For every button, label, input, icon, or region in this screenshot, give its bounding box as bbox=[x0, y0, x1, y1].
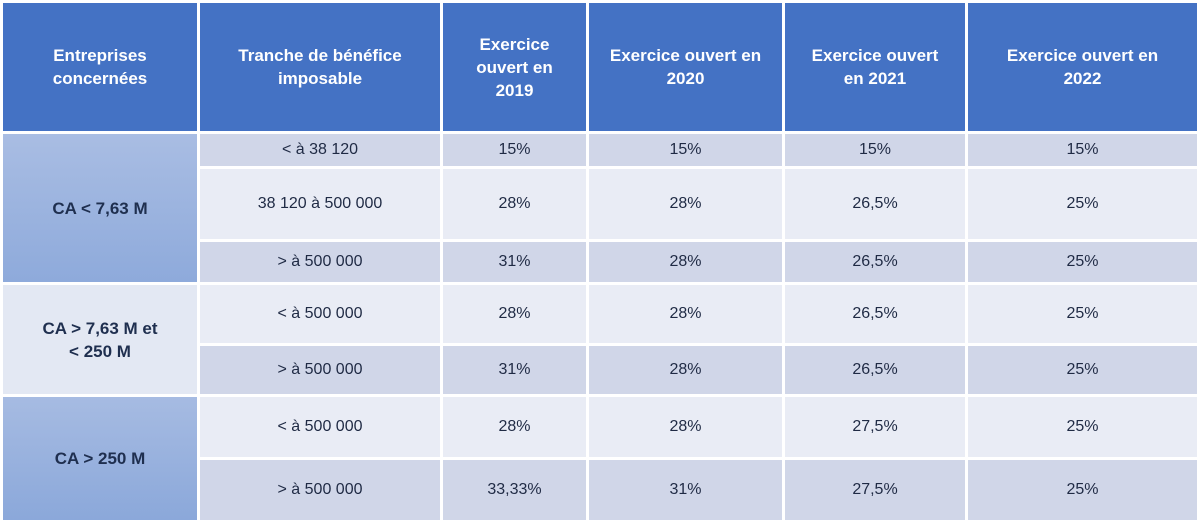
rate-2020-cell: 28% bbox=[589, 169, 782, 239]
tranche-cell: > à 500 000 bbox=[200, 346, 440, 394]
table-row: CA < 7,63 M < à 38 120 15% 15% 15% 15% bbox=[3, 134, 1197, 282]
header-2020: Exercice ouvert en 2020 bbox=[589, 3, 782, 131]
tranche-cell: < à 500 000 bbox=[200, 397, 440, 457]
rate-2019-cell: 31% bbox=[443, 242, 586, 282]
header-tranche: Tranche de bénéfice imposable bbox=[200, 3, 440, 131]
rate-2022-cell: 15% bbox=[968, 134, 1197, 166]
table-row: CA > 250 M < à 500 000 28% 28% 27,5% 25% bbox=[3, 397, 1197, 520]
rate-2020-cell: 28% bbox=[589, 242, 782, 282]
rate-2021-cell: 26,5% bbox=[785, 346, 965, 394]
group-label: CA < 7,63 M bbox=[3, 134, 197, 282]
rate-2019-cell: 28% bbox=[443, 285, 586, 343]
rate-2019-cell: 15% bbox=[443, 134, 586, 166]
table-row: CA > 7,63 M et < 250 M < à 500 000 28% 2… bbox=[3, 285, 1197, 394]
rate-2020-cell: 28% bbox=[589, 346, 782, 394]
rate-2021-cell: 27,5% bbox=[785, 397, 965, 457]
header-2021: Exercice ouvert en 2021 bbox=[785, 3, 965, 131]
rate-2022-cell: 25% bbox=[968, 242, 1197, 282]
rate-2019-cell: 28% bbox=[443, 169, 586, 239]
rate-2020-cell: 28% bbox=[589, 285, 782, 343]
rate-2019-cell: 33,33% bbox=[443, 460, 586, 520]
rate-2020-cell: 15% bbox=[589, 134, 782, 166]
rate-2022-cell: 25% bbox=[968, 285, 1197, 343]
table-row: > à 500 000 31% 28% 26,5% 25% bbox=[3, 346, 1197, 394]
rate-2019-cell: 28% bbox=[443, 397, 586, 457]
table-row: 38 120 à 500 000 28% 28% 26,5% 25% bbox=[3, 169, 1197, 239]
tranche-cell: < à 500 000 bbox=[200, 285, 440, 343]
tranche-cell: > à 500 000 bbox=[200, 242, 440, 282]
rate-2021-cell: 26,5% bbox=[785, 285, 965, 343]
header-2019: Exercice ouvert en 2019 bbox=[443, 3, 586, 131]
rate-2021-cell: 26,5% bbox=[785, 169, 965, 239]
rate-2020-cell: 31% bbox=[589, 460, 782, 520]
header-row: Entreprises concernées Tranche de bénéfi… bbox=[3, 3, 1197, 131]
rate-2022-cell: 25% bbox=[968, 169, 1197, 239]
rate-2022-cell: 25% bbox=[968, 397, 1197, 457]
rate-2022-cell: 25% bbox=[968, 460, 1197, 520]
tranche-cell: > à 500 000 bbox=[200, 460, 440, 520]
header-2022: Exercice ouvert en 2022 bbox=[968, 3, 1197, 131]
tranche-cell: 38 120 à 500 000 bbox=[200, 169, 440, 239]
rate-2021-cell: 26,5% bbox=[785, 242, 965, 282]
header-entreprises: Entreprises concernées bbox=[3, 3, 197, 131]
rate-2022-cell: 25% bbox=[968, 346, 1197, 394]
group-label: CA > 7,63 M et < 250 M bbox=[3, 285, 197, 394]
rate-2021-cell: 27,5% bbox=[785, 460, 965, 520]
rate-2019-cell: 31% bbox=[443, 346, 586, 394]
group-label: CA > 250 M bbox=[3, 397, 197, 520]
tranche-cell: < à 38 120 bbox=[200, 134, 440, 166]
table-row: > à 500 000 31% 28% 26,5% 25% bbox=[3, 242, 1197, 282]
table-row: > à 500 000 33,33% 31% 27,5% 25% bbox=[3, 460, 1197, 520]
rate-2021-cell: 15% bbox=[785, 134, 965, 166]
rate-2020-cell: 28% bbox=[589, 397, 782, 457]
